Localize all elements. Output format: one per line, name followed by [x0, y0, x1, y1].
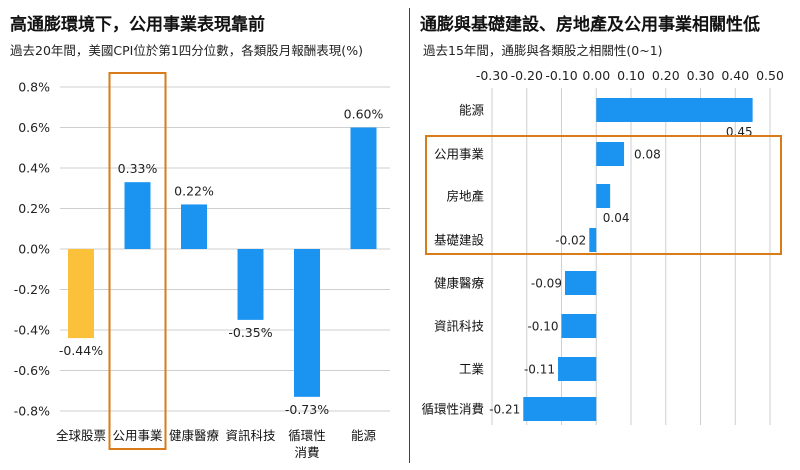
bar: [596, 142, 625, 166]
right-chart-title: 通膨與基礎建設、房地產及公用事業相關性低: [420, 15, 760, 35]
bar: [596, 98, 753, 122]
x-tick-label: 0.30: [687, 68, 715, 83]
x-tick-label: 公用事業: [112, 428, 163, 443]
y-tick-label: 循環性消費: [421, 402, 484, 417]
x-tick-label: -0.10: [545, 68, 577, 83]
x-tick-label: -0.30: [476, 68, 508, 83]
left-chart-title: 高通膨環境下，公用事業表現靠前: [10, 15, 265, 35]
y-tick-label: -0.8%: [14, 404, 50, 419]
data-label: 0.04: [603, 211, 630, 225]
x-tick-label: 循環性: [288, 428, 326, 443]
bar: [564, 271, 597, 295]
y-tick-label: 房地產: [446, 189, 484, 204]
bar: [561, 314, 597, 338]
y-tick-label: 健康醫療: [434, 276, 485, 291]
bar: [558, 357, 597, 381]
bar: [181, 204, 207, 249]
y-tick-label: 0.0%: [18, 242, 50, 257]
x-tick-label: 健康醫療: [169, 428, 220, 443]
x-tick-label: 0.40: [721, 68, 749, 83]
data-label: -0.09: [531, 277, 562, 291]
data-label: -0.02: [555, 234, 586, 248]
right-chart-subtitle: 過去15年間，通膨與各類股之相關性(0~1): [423, 43, 663, 58]
x-tick-label: 0.20: [652, 68, 680, 83]
y-tick-label: 工業: [459, 362, 485, 377]
bar: [294, 249, 320, 397]
data-label: -0.11: [524, 363, 555, 377]
bar: [68, 249, 94, 339]
y-tick-label: 資訊科技: [434, 319, 485, 334]
data-label: 0.22%: [174, 183, 214, 198]
y-tick-label: 0.4%: [18, 161, 50, 176]
y-tick-label: 0.2%: [18, 201, 50, 216]
y-tick-label: -0.2%: [14, 282, 50, 297]
y-tick-label: -0.4%: [14, 323, 50, 338]
x-tick-label: -0.20: [511, 68, 543, 83]
left-bar-chart: -0.8% -0.6% -0.4% -0.2% 0.0% 0.2% 0.4% 0.6% 0.8%…: [14, 72, 390, 460]
highlight-box: [108, 72, 167, 450]
data-label: -0.21: [489, 403, 520, 417]
y-tick-label: 0.8%: [18, 80, 50, 95]
x-tick-label: 全球股票: [56, 428, 106, 443]
chart-divider: [409, 8, 410, 463]
y-tick-label: -0.6%: [14, 363, 50, 378]
data-label: 0.08: [634, 148, 661, 162]
x-tick-label: 資訊科技: [225, 428, 276, 443]
bar: [237, 249, 264, 320]
x-tick-label: 0.50: [756, 68, 784, 83]
y-tick-label: 公用事業: [434, 147, 485, 162]
x-tick-label: 0.00: [582, 68, 610, 83]
left-chart-subtitle: 過去20年間，美國CPI位於第1四分位數，各類股月報酬表現(%): [10, 43, 363, 58]
y-tick-label: 基礎建設: [434, 233, 485, 248]
x-tick-label: 能源: [351, 428, 377, 443]
bar: [124, 182, 151, 249]
y-tick-label: 能源: [459, 103, 485, 118]
bar: [596, 184, 611, 208]
y-tick-label: 0.6%: [18, 120, 50, 135]
x-tick-label: 0.10: [617, 68, 645, 83]
bar: [589, 228, 597, 252]
data-label: -0.44%: [59, 343, 103, 358]
data-label: -0.73%: [285, 402, 329, 417]
bar: [523, 397, 597, 421]
data-label: -0.10: [527, 320, 558, 334]
data-label: -0.35%: [228, 325, 272, 340]
x-tick-label: 消費: [294, 445, 319, 460]
highlight-box: [425, 135, 782, 255]
data-label: 0.33%: [118, 161, 158, 176]
data-label: 0.60%: [344, 107, 384, 122]
bar: [350, 127, 377, 249]
